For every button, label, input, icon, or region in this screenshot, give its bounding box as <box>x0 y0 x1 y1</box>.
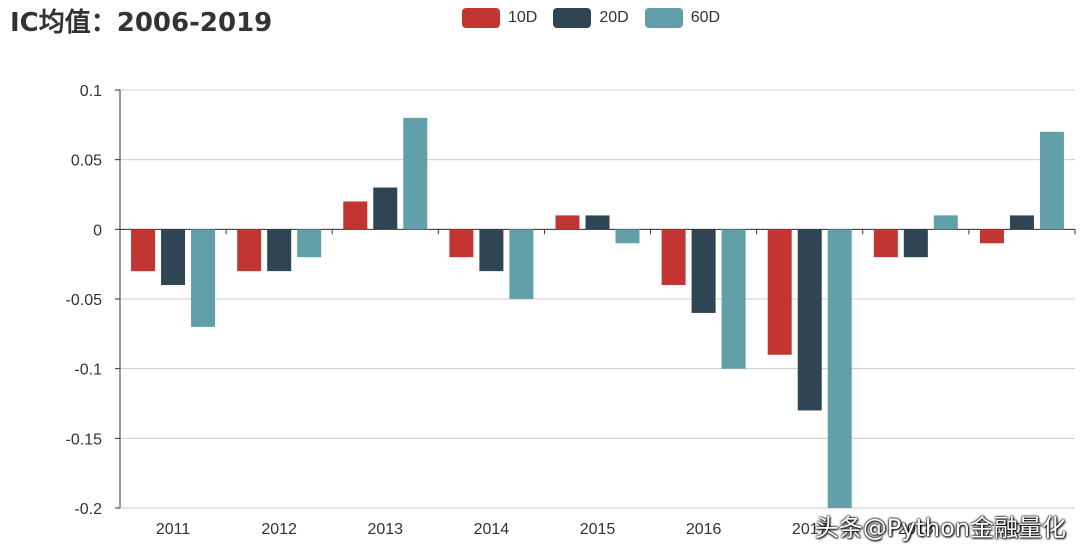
legend: 10D 20D 60D <box>462 8 736 28</box>
bar-10d-2013 <box>343 201 368 230</box>
x-tick-label: 2018 <box>898 521 934 538</box>
x-tick-label: 2019 <box>1004 521 1040 538</box>
bar-60d-2013 <box>403 117 428 230</box>
y-tick-label: -0.1 <box>74 362 102 379</box>
bar-20d-2018 <box>903 229 928 258</box>
x-tick-label: 2011 <box>156 521 191 538</box>
legend-item-10d[interactable]: 10D <box>462 8 537 28</box>
x-tick-label: 2012 <box>261 521 297 538</box>
legend-item-20d[interactable]: 20D <box>553 8 629 28</box>
legend-swatch-60d <box>644 8 683 28</box>
bar-10d-2011 <box>131 229 156 272</box>
bar-20d-2012 <box>267 229 292 272</box>
bar-10d-2012 <box>237 229 262 272</box>
bar-60d-2012 <box>297 229 322 258</box>
bar-10d-2014 <box>449 229 474 258</box>
legend-item-60d[interactable]: 60D <box>644 8 721 28</box>
chart-title: IC均值：2006-2019 <box>10 8 273 38</box>
bar-60d-2014 <box>509 229 534 299</box>
legend-label-10d: 10D <box>508 9 538 26</box>
bar-20d-2011 <box>161 229 186 286</box>
watermark: 头条@Python金融量化 <box>814 514 1066 542</box>
bar-10d-2016 <box>661 229 686 286</box>
x-tick-label: 2016 <box>686 521 722 538</box>
x-tick-label: 2014 <box>474 521 510 538</box>
y-tick-label: -0.2 <box>74 501 102 518</box>
x-tick-label: 2015 <box>580 521 616 538</box>
bar-10d-2015 <box>555 215 580 230</box>
x-tick-label: 2013 <box>367 521 403 538</box>
bar-20d-2019 <box>1009 215 1034 230</box>
y-tick-label: -0.15 <box>66 431 103 448</box>
bar-20d-2013 <box>373 187 398 230</box>
y-tick-label: -0.05 <box>66 292 103 309</box>
legend-label-60d: 60D <box>690 9 721 26</box>
bar-20d-2015 <box>585 215 610 230</box>
bar-20d-2017 <box>797 229 822 411</box>
bar-60d-2011 <box>191 229 216 327</box>
legend-swatch-10d <box>462 8 500 28</box>
bar-60d-2015 <box>615 229 640 244</box>
bar-10d-2019 <box>979 229 1004 244</box>
legend-swatch-20d <box>553 8 592 28</box>
y-tick-label: 0.1 <box>80 83 102 100</box>
legend-label-20d: 20D <box>599 9 629 26</box>
bar-10d-2017 <box>767 229 792 355</box>
y-tick-label: 0 <box>93 222 102 239</box>
bar-60d-2016 <box>721 229 746 369</box>
bar-60d-2018 <box>933 215 958 230</box>
bar-60d-2017 <box>827 229 852 509</box>
bar-10d-2018 <box>873 229 898 258</box>
y-tick-label: 0.05 <box>71 153 102 170</box>
bar-20d-2016 <box>691 229 716 313</box>
bar-60d-2019 <box>1039 131 1064 230</box>
bar-20d-2014 <box>479 229 504 272</box>
x-tick-label: 2017 <box>792 521 828 538</box>
